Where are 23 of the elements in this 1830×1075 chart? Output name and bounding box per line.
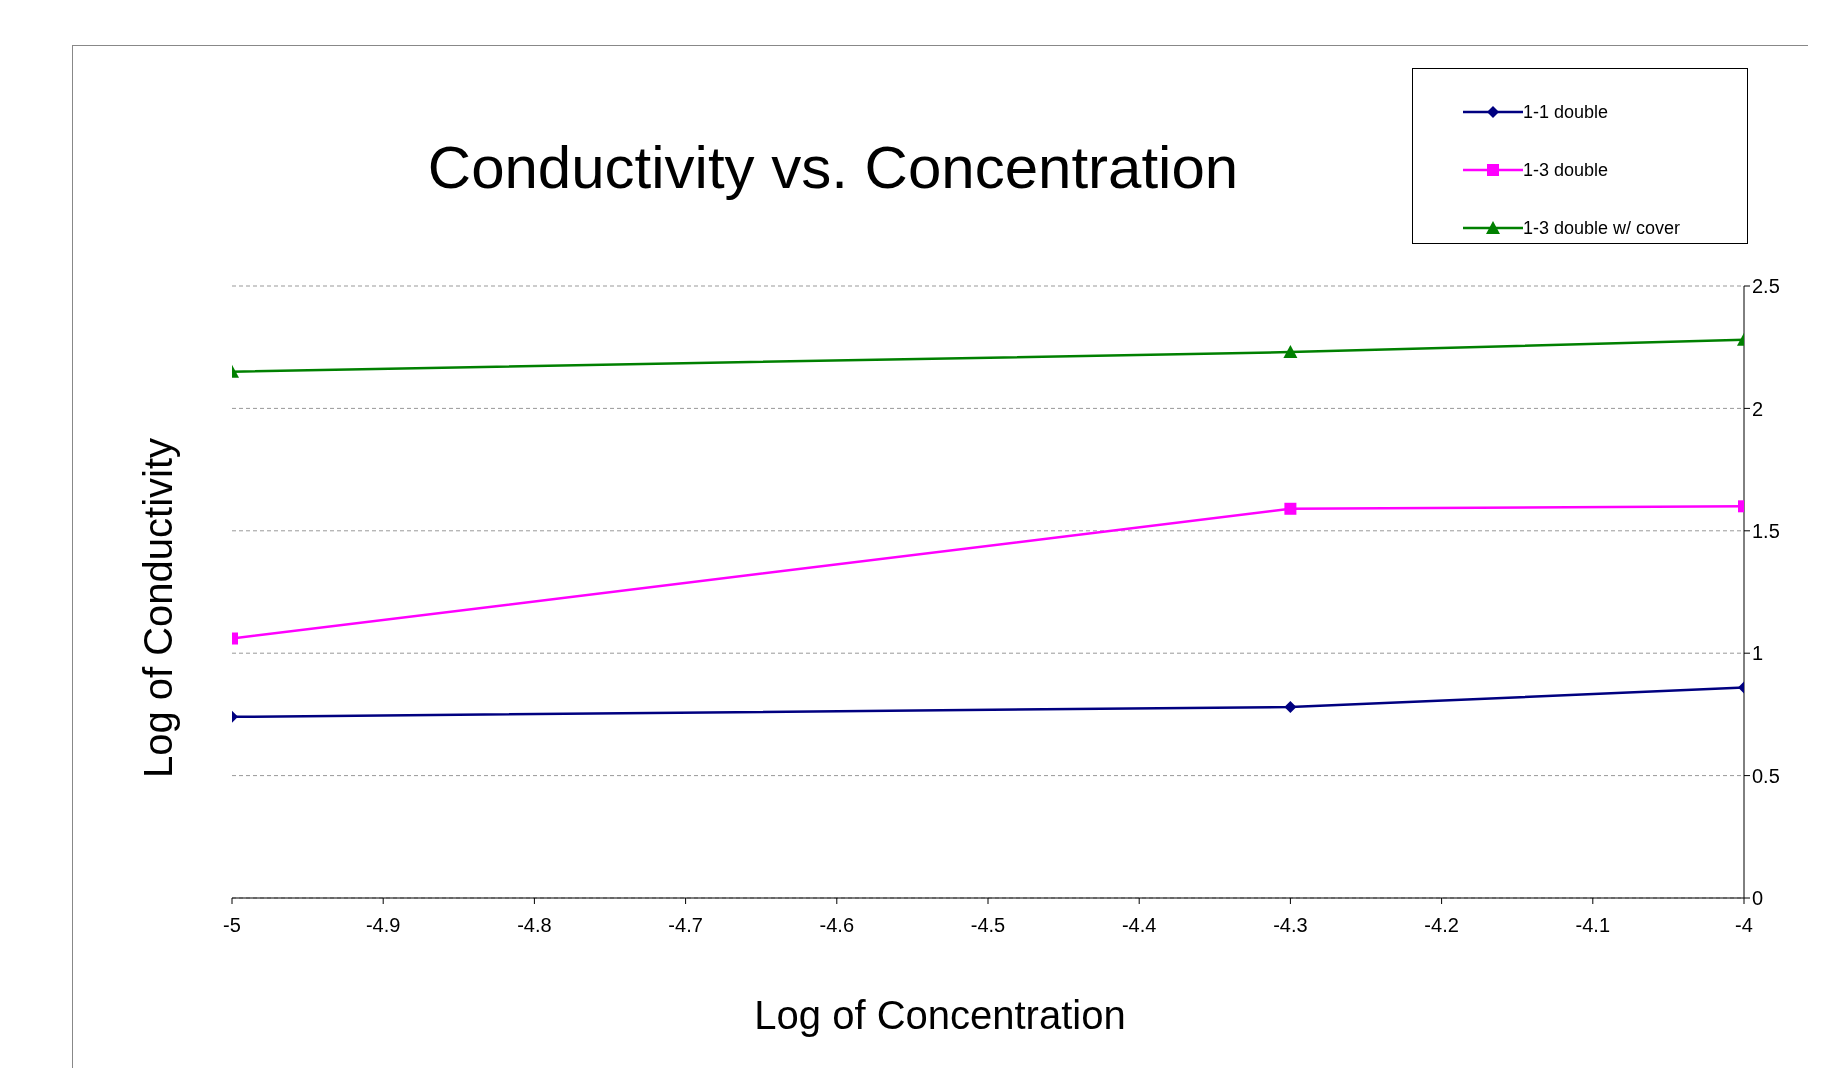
x-tick-label: -4.3 xyxy=(1273,914,1308,937)
x-tick-label: -4.4 xyxy=(1121,914,1157,937)
y-tick-label: 2 xyxy=(1752,397,1764,420)
y-tick-label: 0.5 xyxy=(1752,764,1780,787)
x-tick-label: -4.7 xyxy=(668,914,703,937)
legend-label: 1-1 double xyxy=(1523,101,1609,123)
y-tick-label: 1.5 xyxy=(1752,519,1780,542)
x-axis-title: Log of Concentration xyxy=(753,993,1127,1038)
legend-label: 1-3 double xyxy=(1523,159,1609,181)
y-tick-label: 2.5 xyxy=(1752,275,1780,298)
legend-label: 1-3 double w/ cover xyxy=(1523,217,1681,239)
y-axis-title: Log of Conductivity xyxy=(135,437,181,779)
x-tick-label: -4.9 xyxy=(365,914,401,937)
x-tick-label: -4 xyxy=(1735,914,1753,937)
y-tick-label: 1 xyxy=(1752,642,1764,665)
x-tick-label: -4.5 xyxy=(970,914,1006,937)
x-tick-label: -5 xyxy=(223,914,241,937)
x-tick-label: -4.8 xyxy=(517,914,552,937)
x-tick-label: -4.6 xyxy=(819,914,855,937)
chart-title: Conductivity vs. Concentration xyxy=(426,133,1240,202)
y-tick-label: 0 xyxy=(1752,887,1764,910)
x-tick-label: -4.1 xyxy=(1575,914,1611,937)
x-tick-label: -4.2 xyxy=(1424,914,1459,937)
